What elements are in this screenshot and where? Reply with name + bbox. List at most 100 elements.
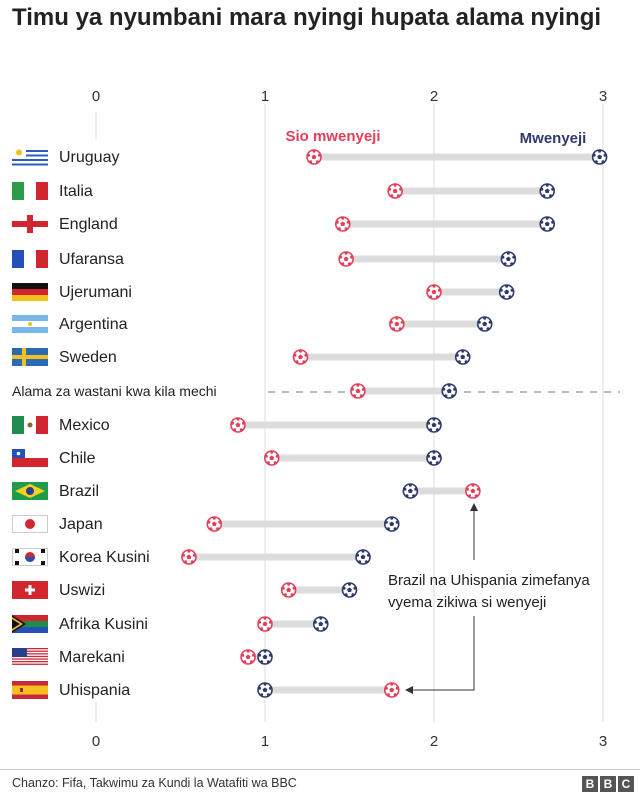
ball-patch [315,160,319,164]
ball-patch [432,417,436,421]
ball-patch [233,428,237,432]
ball-patch [444,394,448,398]
away-ball-marker [426,284,442,300]
flag-part [12,650,48,652]
ball-patch [549,194,553,198]
ball-patch [353,394,357,398]
ball-patch [218,520,222,524]
flag-part [27,422,33,428]
team-label: Sweden [59,349,117,366]
flag-italy-icon [12,182,48,200]
team-label: Korea Kusini [59,549,150,566]
ball-patch [386,693,390,697]
source-note: Chanzo: Fifa, Takwimu za Kundi la Watafi… [12,776,297,790]
ball-patch [344,593,348,597]
ball-patch [356,383,360,387]
flag-part [36,416,48,434]
ball-patch [339,255,343,259]
ball-patch [540,220,544,224]
home-ball-marker [355,549,371,565]
ball-patch [501,295,505,299]
annotation-arrowhead [470,503,478,511]
ball-patch [551,187,555,191]
away-ball-marker [230,417,246,433]
ball-patch [437,288,441,292]
ball-patch [461,349,465,353]
ball-patch [351,387,355,391]
flag-part [12,655,48,658]
ball-patch [361,549,365,553]
ball-patch [304,353,308,357]
ball-patch [506,251,510,255]
x-tick-label-bottom: 3 [599,733,607,750]
flag-part [12,283,48,289]
away-ball-marker [338,251,354,267]
away-ball-marker [306,149,322,165]
ball-patch [283,593,287,597]
flag-part [12,289,48,295]
annotation-line-1: Brazil na Uhispania zimefanya [388,572,590,589]
ball-patch [182,553,186,557]
x-tick-label-bottom: 2 [430,733,438,750]
flag-part [12,458,48,467]
ball-patch [347,262,351,266]
home-ball-marker [426,450,442,466]
ball-patch [353,586,357,590]
flag-part [12,154,48,157]
ball-patch [295,360,299,364]
ball-patch [395,520,399,524]
away-ball-marker [263,450,280,466]
flag-part [12,416,24,434]
flag-part [12,685,48,695]
away-ball-marker [280,582,297,598]
ball-patch [508,295,512,299]
grid-layer [95,104,604,722]
ball-patch [266,660,270,664]
flag-germany-icon [12,283,48,301]
legend-home: Mwenyeji [520,130,587,147]
ball-patch [315,627,319,631]
ball-patch [275,454,279,458]
ball-patch [435,295,439,299]
ball-patch [298,349,302,353]
flag-part [12,615,48,621]
ball-patch [435,461,439,465]
ball-patch [431,422,437,427]
ball-patch [346,220,350,224]
ball-patch [307,153,311,157]
ball-patch [389,521,395,526]
logo-letter: C [618,776,634,792]
flag-part [24,250,36,268]
ball-patch [447,383,451,387]
ball-patch [252,653,256,657]
ball-patch [427,421,431,425]
team-label: Uswizi [59,582,105,599]
ball-patch [243,660,247,664]
ball-patch [192,553,196,557]
ball-patch [403,487,407,491]
ball-patch [474,494,478,498]
flag-part [16,149,22,156]
ball-patch [400,320,404,324]
flag-part [41,561,45,565]
ball-patch [266,627,270,631]
home-ball-marker [341,582,358,598]
ball-patch [460,354,466,359]
team-label: Afrika Kusini [59,616,148,633]
ball-patch [540,187,544,191]
flag-switzerland-icon [12,581,48,599]
flag-spain-icon [12,681,48,699]
ball-patch [264,454,268,458]
ball-patch [432,284,436,288]
ball-patch [236,417,240,421]
ball-patch [549,227,553,231]
home-ball-marker [539,216,556,232]
ball-patch [231,421,235,425]
ball-patch [471,483,475,487]
ball-patch [249,660,253,664]
x-tick-label-top: 0 [92,88,100,105]
ball-patch [341,216,345,220]
home-ball-marker [383,516,400,532]
flag-england-icon [12,215,48,233]
ball-patch [391,327,395,331]
